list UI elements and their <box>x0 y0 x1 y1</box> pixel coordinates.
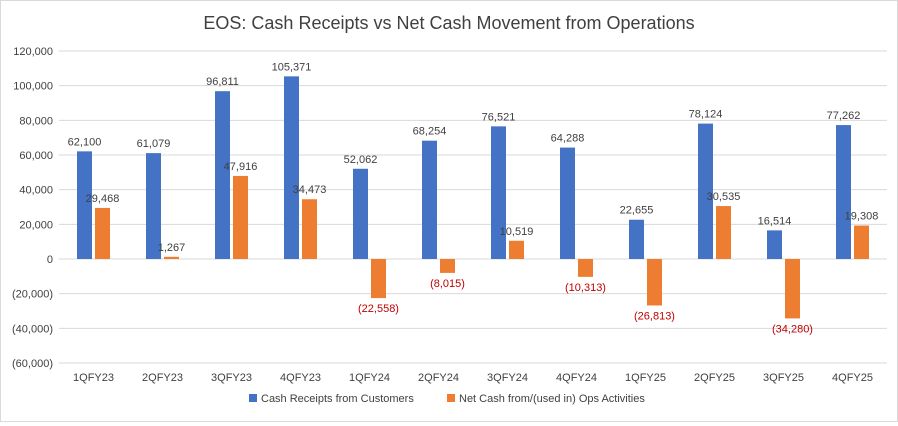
data-label-net-cash: (10,313) <box>565 282 606 294</box>
data-label-cash-receipts: 76,521 <box>482 111 516 123</box>
bar-net-cash <box>440 259 455 273</box>
data-label-cash-receipts: 77,262 <box>827 110 861 122</box>
bar-cash-receipts <box>836 125 851 260</box>
bar-cash-receipts <box>353 168 368 259</box>
bar-net-cash <box>578 259 593 277</box>
bars <box>77 76 869 319</box>
y-axis-ticks: 120,000 100,000 80,000 60,000 40,000 20,000 0 (… <box>12 46 53 370</box>
bar-net-cash <box>95 207 110 259</box>
data-label-net-cash: 30,535 <box>707 191 741 203</box>
legend-swatch-net-cash <box>447 394 455 402</box>
bar-net-cash <box>233 175 248 259</box>
data-labels: 62,100 29,468 61,079 1,267 96,811 47,916 105,3… <box>68 61 879 335</box>
bar-net-cash <box>371 259 386 299</box>
bar-net-cash <box>854 225 869 259</box>
bar-cash-receipts <box>284 76 299 259</box>
data-label-net-cash: 29,468 <box>86 193 120 205</box>
y-tick-label: 120,000 <box>13 46 53 58</box>
data-label-net-cash: (8,015) <box>430 278 465 290</box>
bar-net-cash <box>302 199 317 259</box>
data-label-net-cash: (26,813) <box>634 310 675 322</box>
data-label-cash-receipts: 16,514 <box>758 215 792 227</box>
x-tick-label: 1QFY24 <box>349 372 390 384</box>
x-tick-label: 4QFY25 <box>832 372 873 384</box>
data-label-cash-receipts: 22,655 <box>620 205 654 217</box>
y-tick-label: 0 <box>47 254 53 266</box>
bar-cash-receipts <box>560 147 575 259</box>
data-label-cash-receipts: 68,254 <box>413 126 447 138</box>
y-tick-label: 60,000 <box>19 150 53 162</box>
data-label-net-cash: 10,519 <box>500 226 534 238</box>
data-label-net-cash: 47,916 <box>224 161 258 173</box>
data-label-net-cash: 34,473 <box>293 184 327 196</box>
x-tick-label: 1QFY25 <box>625 372 666 384</box>
data-label-cash-receipts: 62,100 <box>68 136 102 148</box>
x-tick-label: 1QFY23 <box>73 372 114 384</box>
data-label-cash-receipts: 61,079 <box>137 138 171 150</box>
x-tick-label: 3QFY24 <box>487 372 528 384</box>
x-tick-label: 2QFY24 <box>418 372 459 384</box>
bar-net-cash <box>647 259 662 306</box>
data-label-cash-receipts: 105,371 <box>272 61 312 73</box>
legend-label-net-cash: Net Cash from/(used in) Ops Activities <box>459 393 645 405</box>
data-label-cash-receipts: 64,288 <box>551 133 585 145</box>
x-tick-label: 4QFY23 <box>280 372 321 384</box>
bar-cash-receipts <box>77 151 92 259</box>
chart-title: EOS: Cash Receipts vs Net Cash Movement … <box>203 13 694 33</box>
legend-label-cash-receipts: Cash Receipts from Customers <box>261 393 414 405</box>
y-tick-label: (60,000) <box>12 358 53 370</box>
x-axis-ticks: 1QFY23 2QFY23 3QFY23 4QFY23 1QFY24 2QFY24 3QFY… <box>73 372 873 384</box>
y-tick-label: 20,000 <box>19 219 53 231</box>
bar-cash-receipts <box>767 230 782 259</box>
x-tick-label: 3QFY25 <box>763 372 804 384</box>
legend: Cash Receipts from Customers Net Cash fr… <box>249 393 645 405</box>
data-label-cash-receipts: 78,124 <box>689 109 723 121</box>
bar-net-cash <box>716 206 731 259</box>
bar-cash-receipts <box>215 91 230 259</box>
bar-cash-receipts <box>698 123 713 259</box>
data-label-net-cash: (22,558) <box>358 303 399 315</box>
bar-net-cash <box>785 259 800 319</box>
bar-cash-receipts <box>422 140 437 259</box>
y-tick-label: 40,000 <box>19 185 53 197</box>
legend-swatch-cash-receipts <box>249 394 257 402</box>
x-tick-label: 4QFY24 <box>556 372 597 384</box>
x-tick-label: 2QFY23 <box>142 372 183 384</box>
y-tick-label: (20,000) <box>12 289 53 301</box>
bar-cash-receipts <box>629 219 644 259</box>
data-label-net-cash: 19,308 <box>845 211 879 223</box>
bar-net-cash <box>164 256 179 259</box>
data-label-net-cash: 1,267 <box>158 242 186 254</box>
y-tick-label: (40,000) <box>12 323 53 335</box>
bar-net-cash <box>509 240 524 259</box>
bar-cash-receipts <box>146 153 161 259</box>
y-tick-label: 80,000 <box>19 115 53 127</box>
bar-cash-receipts <box>491 126 506 259</box>
x-tick-label: 2QFY25 <box>694 372 735 384</box>
x-tick-label: 3QFY23 <box>211 372 252 384</box>
data-label-cash-receipts: 52,062 <box>344 154 378 166</box>
data-label-cash-receipts: 96,811 <box>206 76 239 88</box>
gridlines <box>59 50 887 364</box>
data-label-net-cash: (34,280) <box>772 323 813 335</box>
y-tick-label: 100,000 <box>13 81 53 93</box>
